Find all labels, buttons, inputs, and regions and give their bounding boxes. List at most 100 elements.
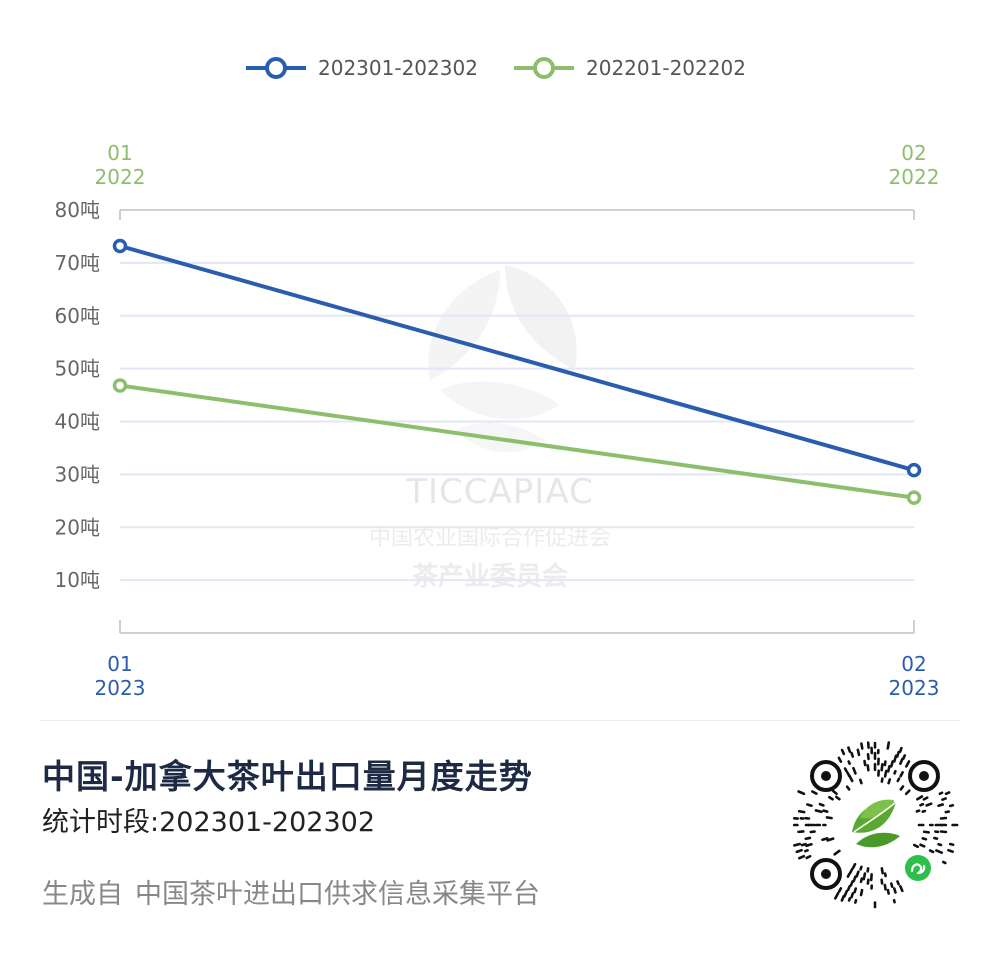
qr-module	[893, 769, 897, 775]
qr-module	[814, 809, 823, 814]
qr-module	[892, 887, 897, 894]
watermark-leaf-icon	[428, 265, 577, 453]
qr-module	[852, 875, 857, 883]
qr-module	[899, 885, 904, 893]
qr-module	[854, 898, 858, 904]
y-tick-label: 80吨	[55, 198, 100, 222]
qr-module	[905, 760, 911, 768]
top-tick-month-02: 02	[901, 141, 926, 165]
y-tick-label: 60吨	[55, 304, 100, 328]
qr-module	[835, 795, 841, 801]
qr-module	[901, 754, 907, 761]
bottom-tick-month-02: 02	[901, 652, 926, 676]
qr-module	[849, 880, 854, 887]
data-point[interactable]	[112, 378, 128, 393]
qr-module	[804, 848, 809, 853]
qr-module	[919, 802, 925, 807]
qr-module	[795, 848, 803, 854]
qr-module	[804, 836, 812, 841]
qr-module	[828, 795, 834, 801]
qr-module	[883, 872, 887, 878]
y-tick-label: 70吨	[55, 251, 100, 275]
data-point[interactable]	[906, 462, 922, 478]
tea-leaf-logo-icon	[852, 799, 900, 848]
chart-title: 中国-加拿大茶叶出口量月度走势	[42, 757, 533, 796]
qr-module	[899, 771, 904, 778]
qr-module	[798, 854, 806, 860]
y-tick-label: 40吨	[55, 410, 100, 434]
qr-module	[847, 897, 852, 902]
qr-module	[853, 887, 858, 894]
series-line-0	[118, 243, 916, 473]
stat-period: 统计时段:202301-202302	[42, 800, 375, 839]
qr-module	[833, 849, 841, 856]
qr-module	[837, 756, 843, 763]
qr-module	[899, 785, 905, 791]
qr-finder-bottom-left	[810, 858, 842, 890]
qr-module	[922, 830, 930, 834]
qr-module	[845, 785, 851, 791]
qr-module	[822, 809, 829, 813]
top-tick-year-01: 2022	[95, 165, 146, 189]
data-point[interactable]	[906, 490, 922, 505]
qr-module	[797, 809, 806, 814]
data-point[interactable]	[112, 238, 128, 254]
qr-module	[805, 854, 812, 860]
qr-module	[834, 891, 840, 900]
y-tick-label: 50吨	[55, 357, 100, 381]
qr-module	[837, 887, 843, 893]
qr-module	[846, 872, 851, 878]
watermark-line1: 中国农业国际合作促进会	[369, 526, 611, 551]
qr-module	[948, 803, 955, 808]
qr-module	[886, 764, 891, 773]
qr-module	[846, 771, 851, 778]
qr-module	[904, 789, 911, 796]
qr-module	[831, 789, 838, 795]
qr-module	[916, 795, 924, 801]
y-tick-label: 20吨	[55, 515, 100, 539]
legend: 202301-202302 202201-202202	[246, 56, 746, 80]
qr-module	[862, 872, 867, 881]
qr-module	[847, 760, 851, 765]
qr-module	[941, 860, 947, 865]
qr-module	[944, 791, 951, 796]
qr-module	[811, 790, 818, 795]
qr-module	[921, 837, 928, 841]
series-line-1	[118, 383, 916, 500]
qr-module	[889, 760, 894, 768]
y-axis-labels: 10吨 20吨 30吨 40吨 50吨 60吨 70吨 80吨	[55, 198, 100, 592]
qr-module	[859, 888, 864, 897]
legend-swatch-marker-2023	[265, 57, 287, 79]
qr-module	[948, 842, 955, 847]
bottom-tick-month-01: 01	[107, 652, 132, 676]
divider	[40, 720, 960, 721]
qr-module	[859, 877, 864, 884]
qr-module	[821, 837, 829, 842]
qr-module	[947, 848, 954, 853]
qr-module	[919, 843, 926, 848]
qr-module	[889, 882, 894, 888]
qr-module	[928, 849, 935, 854]
qr-module	[883, 769, 888, 778]
qr-module	[912, 843, 920, 849]
qr-finder-top-right	[908, 760, 940, 792]
qr-finder-top-left	[810, 760, 842, 792]
stat-period-label: 统计时段:	[42, 807, 160, 838]
qr-module	[847, 746, 852, 753]
qr-module	[850, 892, 855, 899]
qr-module	[825, 816, 833, 820]
source-prefix: 生成自	[42, 879, 123, 910]
legend-item-2022[interactable]: 202201-202202	[514, 56, 746, 80]
watermark-name: TICCAPIAC	[405, 472, 593, 512]
qr-module	[925, 802, 933, 807]
qr-module	[793, 842, 802, 847]
qr-module	[937, 842, 943, 847]
legend-item-2023[interactable]: 202301-202302	[246, 56, 478, 80]
qr-module	[886, 741, 891, 750]
qr-module	[935, 849, 944, 854]
mini-program-qr-code-icon[interactable]	[790, 740, 960, 910]
qr-module	[800, 842, 807, 847]
qr-module	[855, 870, 860, 878]
qr-module	[818, 802, 825, 807]
